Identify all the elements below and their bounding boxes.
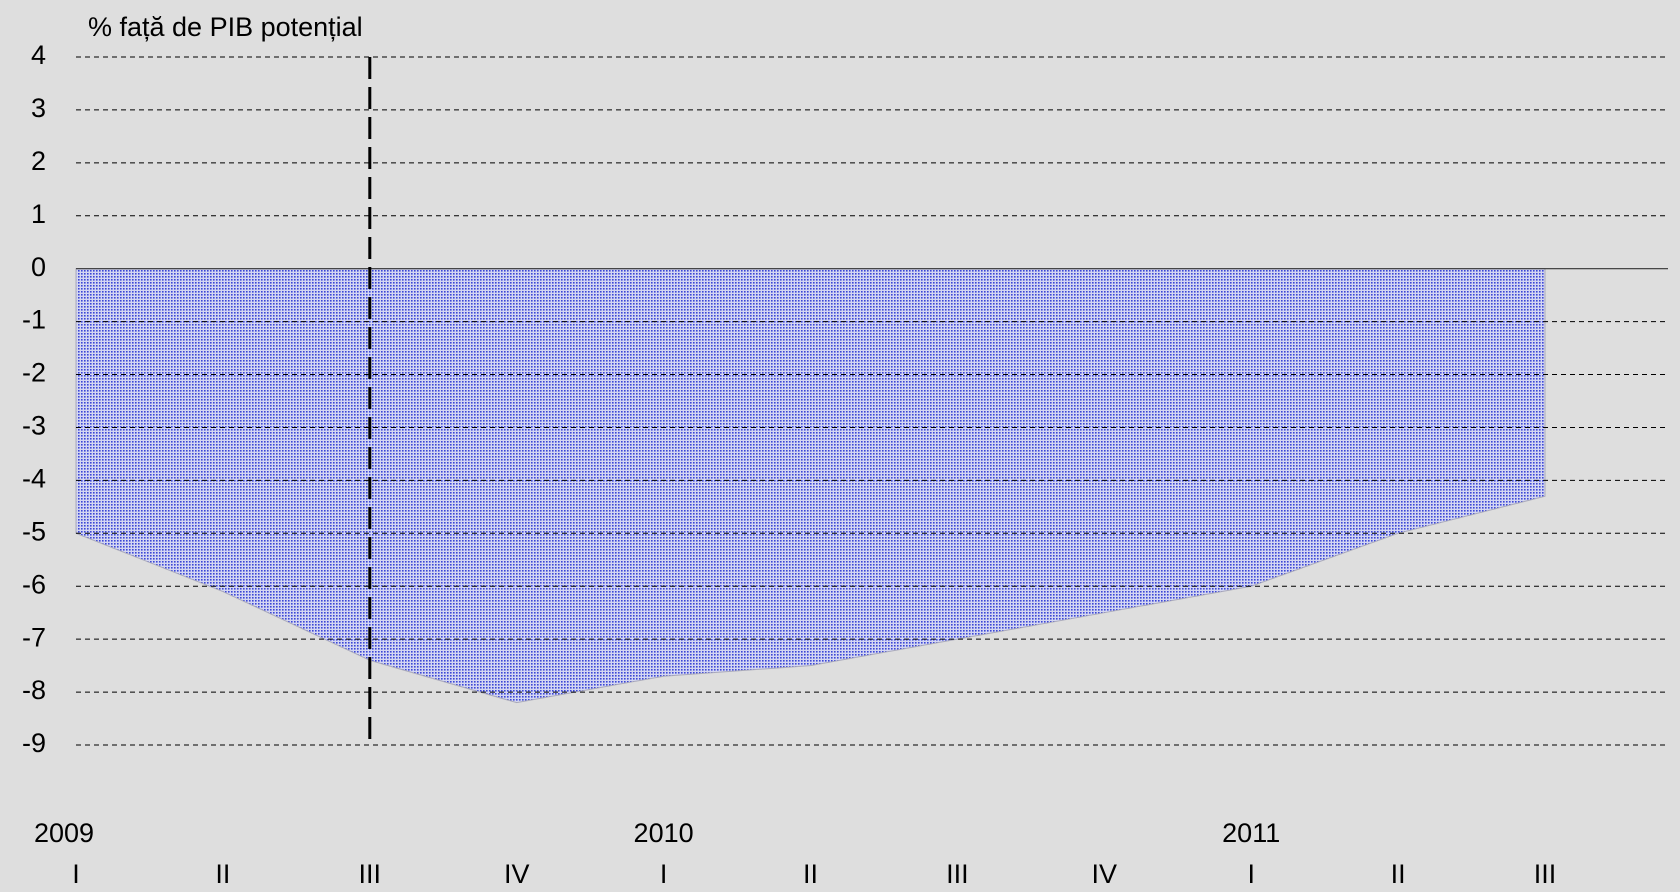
y-tick-label: -7 xyxy=(22,622,46,652)
x-tick-label: IV xyxy=(1092,859,1118,889)
x-tick-label: I xyxy=(660,859,668,889)
y-tick-label: -9 xyxy=(22,728,46,758)
x-tick-label: II xyxy=(1391,859,1406,889)
x-tick-label: III xyxy=(359,859,382,889)
x-tick-label: II xyxy=(803,859,818,889)
y-tick-label: -4 xyxy=(22,464,46,494)
y-tick-label: -8 xyxy=(22,675,46,705)
y-tick-label: -2 xyxy=(22,358,46,388)
x-tick-label: IV xyxy=(504,859,530,889)
y-tick-label: 4 xyxy=(31,40,46,70)
x-group-label: 2009 xyxy=(34,818,94,848)
y-tick-label: 1 xyxy=(31,199,46,229)
x-tick-label: III xyxy=(946,859,969,889)
y-axis-label: % față de PIB potențial xyxy=(88,12,363,42)
x-group-label: 2010 xyxy=(634,818,694,848)
y-tick-label: -3 xyxy=(22,411,46,441)
x-tick-label: II xyxy=(215,859,230,889)
y-tick-label: 3 xyxy=(31,93,46,123)
y-tick-label: -5 xyxy=(22,516,46,546)
y-tick-label: -1 xyxy=(22,305,46,335)
y-tick-label: 2 xyxy=(31,146,46,176)
x-tick-label: I xyxy=(1247,859,1255,889)
area xyxy=(75,268,1546,704)
x-tick-label: III xyxy=(1534,859,1557,889)
x-tick-label: I xyxy=(72,859,80,889)
y-tick-label: 0 xyxy=(31,252,46,282)
y-tick-label: -6 xyxy=(22,569,46,599)
x-group-label: 2011 xyxy=(1222,818,1280,848)
